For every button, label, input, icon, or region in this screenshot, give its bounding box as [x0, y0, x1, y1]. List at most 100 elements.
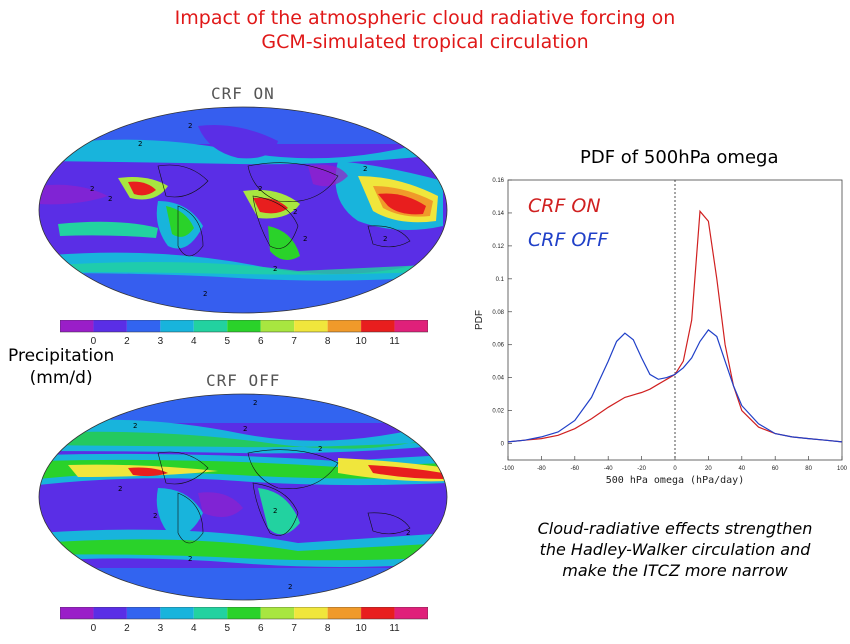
y-tick-label: 0.1 [496, 277, 505, 283]
contour-label: 2 [363, 165, 367, 173]
colorbar-tick-label: 2 [124, 623, 130, 634]
colorbar-tick-label: 4 [191, 623, 197, 634]
colorbar-tick-label: 4 [191, 336, 197, 347]
y-tick-label: 0.04 [492, 376, 504, 382]
colorbar-swatch [126, 320, 161, 332]
colorbar-tick-label: 6 [257, 623, 264, 634]
colorbar-swatch [327, 607, 362, 619]
colorbar-top [60, 320, 428, 333]
colorbar-tick-label: 7 [291, 623, 297, 634]
slide-title: Impact of the atmospheric cloud radiativ… [0, 6, 850, 54]
colorbar-swatch [60, 320, 94, 332]
x-tick-label: 80 [805, 466, 812, 472]
colorbar-swatch [93, 607, 127, 619]
colorbar-tick-label: 3 [157, 336, 164, 347]
x-tick-label: -20 [637, 466, 646, 472]
contour-label: 2 [293, 208, 297, 216]
y-tick-label: 0.16 [492, 178, 504, 184]
contour-label: 2 [138, 140, 142, 148]
legend-crf-on: CRF ON [528, 195, 601, 217]
colorbar-swatch [193, 320, 228, 332]
x-tick-label: -80 [537, 466, 546, 472]
colorbar-swatch [60, 607, 94, 619]
contour-label: 2 [133, 422, 137, 430]
colorbar-tick-label: 2 [124, 336, 130, 347]
contour-label: 2 [318, 445, 322, 453]
pdf-chart-title: PDF of 500hPa omega [580, 147, 779, 168]
y-tick-label: 0 [501, 442, 505, 448]
colorbar-swatch [394, 320, 428, 332]
precipitation-map-crf-on: 2 2 2 2 2 2 2 2 2 2 2 [38, 106, 448, 314]
colorbar-swatch [160, 607, 194, 619]
colorbar-swatch [361, 320, 395, 332]
pdf-omega-chart: 0 0.02 0.04 0.06 0.08 0.1 0.12 0.14 0.16 -100 -80… [474, 178, 848, 486]
colorbar-tick-label: 10 [355, 336, 367, 347]
colorbar-swatch [294, 607, 328, 619]
x-tick-label: 100 [837, 466, 848, 472]
contour-label: 2 [108, 195, 112, 203]
contour-label: 2 [273, 265, 277, 273]
colorbar-swatch [361, 607, 395, 619]
colorbar-bottom [60, 607, 428, 620]
colorbar-swatch [160, 320, 194, 332]
colorbar-swatch [93, 320, 127, 332]
precipitation-label: Precipitation (mm/d) [8, 345, 114, 389]
x-tick-label: -60 [570, 466, 579, 472]
contour-label: 2 [253, 399, 257, 407]
colorbar-tick-label: 10 [355, 623, 367, 634]
colorbar-swatch [193, 607, 228, 619]
colorbar-tick-label: 0 [90, 336, 97, 347]
contour-label: 2 [258, 185, 262, 193]
contour-label: 2 [118, 485, 122, 493]
y-tick-label: 0.08 [492, 310, 504, 316]
colorbar-tick-label: 6 [257, 336, 264, 347]
figure-caption: Cloud-radiative effects strengthen the H… [500, 518, 850, 581]
colorbar-tick-label: 5 [224, 336, 231, 347]
x-tick-label: -100 [502, 466, 515, 472]
y-tick-label: 0.02 [492, 409, 504, 415]
precipitation-label-line1: Precipitation [8, 346, 115, 366]
x-tick-label: 60 [772, 466, 779, 472]
contour-label: 2 [203, 290, 207, 298]
contour-label: 2 [188, 122, 192, 130]
precipitation-map-crf-off: 2 2 2 2 2 2 2 2 2 2 [38, 393, 448, 601]
legend-crf-off: CRF OFF [528, 229, 609, 251]
contour-label: 2 [406, 529, 410, 537]
x-axis-label: 500 hPa omega (hPa/day) [606, 475, 744, 486]
colorbar-swatch [227, 320, 261, 332]
y-axis-label: PDF [474, 310, 485, 330]
colorbar-swatch [294, 320, 328, 332]
contour-label: 2 [153, 512, 157, 520]
colorbar-swatch [260, 320, 295, 332]
series-line-crf-off [507, 329, 843, 443]
x-tick-label: 20 [705, 466, 712, 472]
caption-line3: make the ITCZ more narrow [562, 561, 788, 580]
colorbar-swatch [227, 607, 261, 619]
title-line-2: GCM-simulated tropical circulation [261, 31, 589, 53]
y-tick-label: 0.06 [492, 343, 504, 349]
contour-label: 2 [383, 235, 387, 243]
colorbar-swatch [327, 320, 362, 332]
y-tick-label: 0.12 [492, 244, 504, 250]
contour-label: 2 [288, 583, 292, 591]
contour-label: 2 [90, 185, 94, 193]
caption-line2: the Hadley-Walker circulation and [539, 540, 811, 559]
colorbar-swatch [260, 607, 295, 619]
x-tick-label: 0 [673, 466, 677, 472]
colorbar-bottom-ticks: 0 2 3 4 5 6 7 8 10 11 [60, 623, 428, 635]
precipitation-label-line2: (mm/d) [29, 368, 93, 388]
caption-line1: Cloud-radiative effects strengthen [537, 519, 813, 538]
colorbar-tick-label: 3 [157, 623, 164, 634]
contour-label: 2 [243, 425, 247, 433]
colorbar-tick-label: 7 [291, 336, 297, 347]
series-line-crf-on [507, 209, 843, 443]
colorbar-tick-label: 8 [324, 336, 331, 347]
colorbar-swatch [126, 607, 161, 619]
colorbar-tick-label: 11 [389, 623, 400, 634]
x-tick-label: -40 [604, 466, 613, 472]
contour-label: 2 [303, 235, 307, 243]
y-tick-label: 0.14 [492, 211, 504, 217]
contour-label: 2 [273, 507, 277, 515]
map-top-label: CRF ON [211, 84, 275, 103]
title-line-1: Impact of the atmospheric cloud radiativ… [174, 7, 676, 29]
